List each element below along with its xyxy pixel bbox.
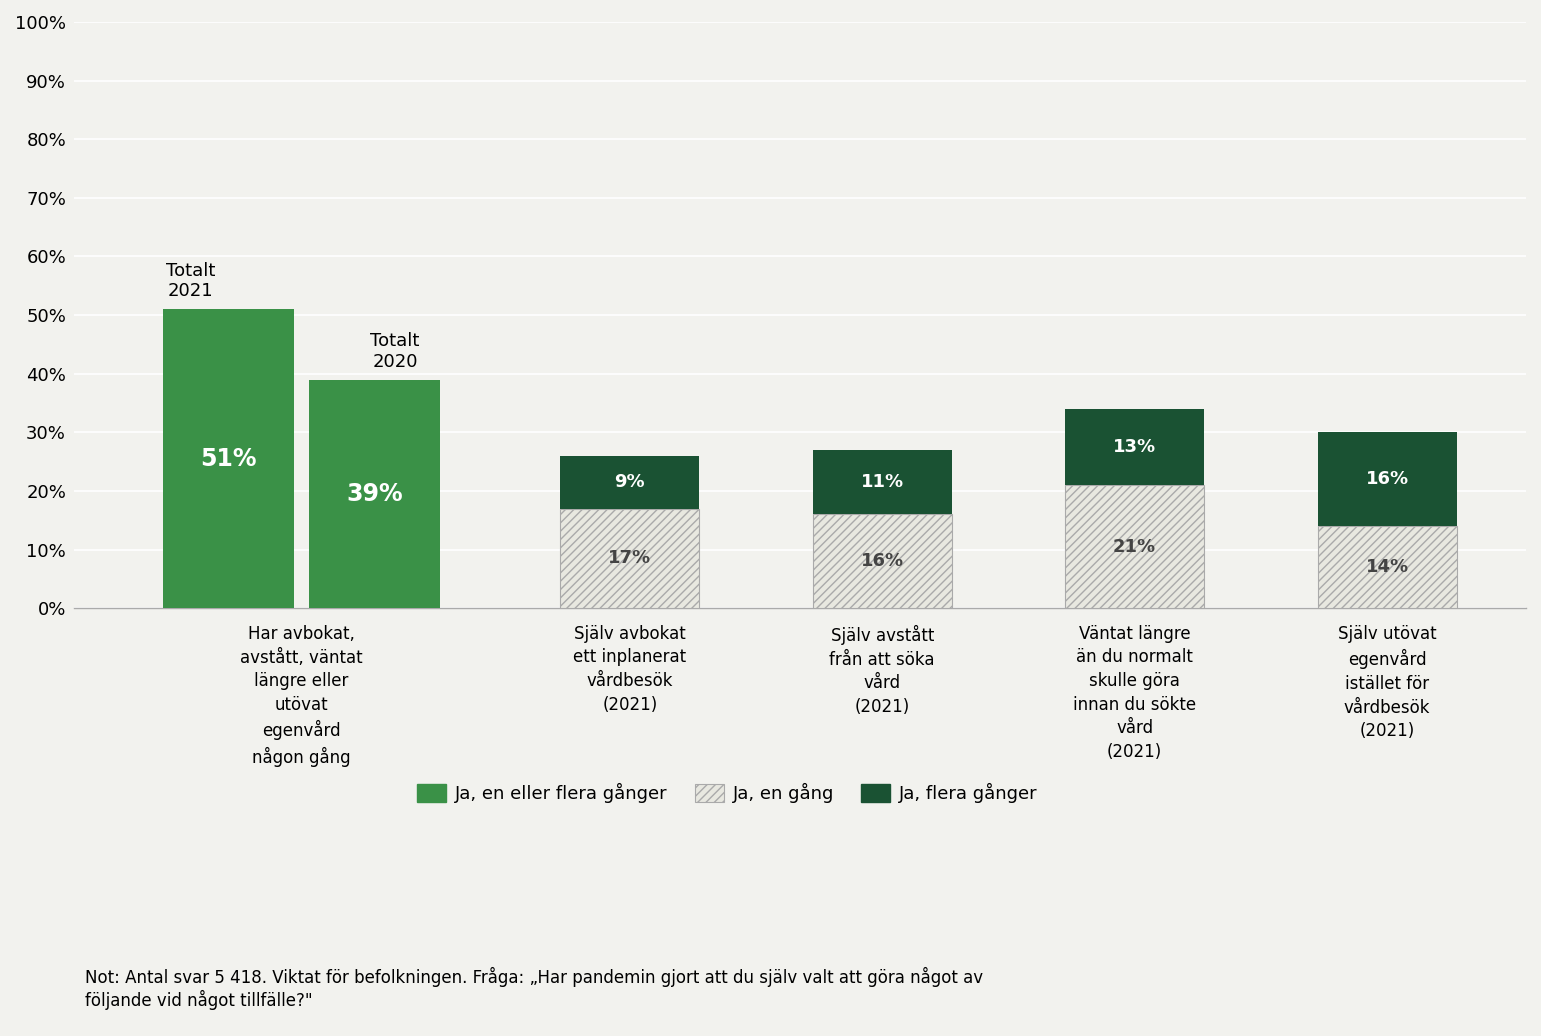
Bar — [1318, 432, 1456, 526]
Text: 16%: 16% — [861, 552, 903, 570]
Bar — [163, 309, 294, 608]
Bar — [310, 379, 441, 608]
Text: 16%: 16% — [1365, 470, 1408, 488]
Text: 9%: 9% — [615, 473, 646, 491]
Bar — [1065, 485, 1204, 608]
Bar — [812, 515, 952, 608]
Text: Totalt
2021: Totalt 2021 — [166, 262, 216, 300]
Bar — [561, 509, 700, 608]
Legend: Ja, en eller flera gånger, Ja, en gång, Ja, flera gånger: Ja, en eller flera gånger, Ja, en gång, … — [410, 776, 1045, 810]
Bar — [1065, 409, 1204, 485]
Text: 51%: 51% — [200, 447, 257, 470]
Text: Totalt
2020: Totalt 2020 — [370, 332, 419, 371]
Text: 39%: 39% — [347, 482, 404, 506]
Text: 13%: 13% — [1113, 438, 1156, 456]
Text: 21%: 21% — [1113, 538, 1156, 555]
Text: 11%: 11% — [861, 473, 903, 491]
Text: 17%: 17% — [609, 549, 652, 568]
Text: Not: Antal svar 5 418. Viktat för befolkningen. Fråga: „Har pandemin gjort att d: Not: Antal svar 5 418. Viktat för befolk… — [85, 967, 983, 1010]
Bar — [561, 456, 700, 509]
Text: 14%: 14% — [1365, 558, 1408, 576]
Bar — [812, 450, 952, 515]
Bar — [1318, 526, 1456, 608]
